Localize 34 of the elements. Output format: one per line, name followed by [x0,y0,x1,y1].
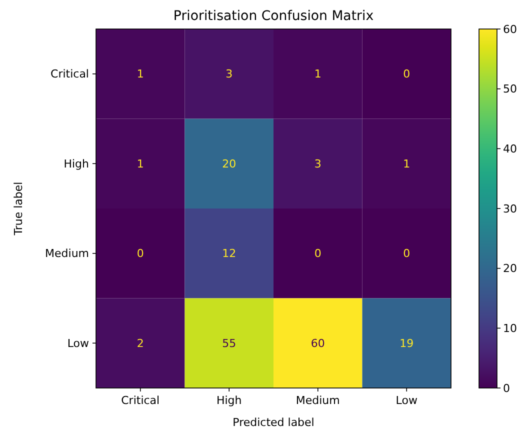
data-label: 1 [403,157,410,170]
x-tick-label: Medium [296,394,340,407]
data-label: 20 [222,157,236,170]
data-label: 2 [136,336,144,350]
data-label: 0 [136,247,144,260]
y-tick-label: High [64,157,90,170]
color-bar-label: 0 [503,382,510,395]
data-label: 1 [136,68,144,81]
y-tick-label: Medium [45,247,89,260]
color-bar-label: 20 [503,262,517,276]
data-label: 19 [400,336,414,350]
color-bar-label: 60 [503,22,517,36]
data-label: 0 [403,247,410,260]
y-axis-title: True label [12,182,25,236]
color-bar-label: 30 [503,202,517,216]
data-label: 55 [222,336,236,350]
color-bar-label: 50 [503,82,517,96]
data-label: 0 [403,68,410,81]
y-tick-label: Critical [50,68,89,81]
x-tick-label: Low [396,394,418,407]
color-bar-label: 40 [503,142,517,156]
data-label: 3 [314,157,322,170]
x-tick-label: High [216,394,242,407]
color-bar-label: 10 [503,322,517,336]
data-label: 1 [136,157,144,170]
y-tick-label: Low [67,336,89,350]
x-tick-label: Critical [121,394,160,407]
data-label: 3 [226,68,233,81]
data-label: 60 [310,336,325,350]
chart-title: Prioritisation Confusion Matrix [173,9,374,24]
data-label: 1 [314,68,322,81]
x-axis-title: Predicted label [232,416,314,429]
data-label: 12 [222,247,236,260]
data-label: 0 [314,247,322,260]
